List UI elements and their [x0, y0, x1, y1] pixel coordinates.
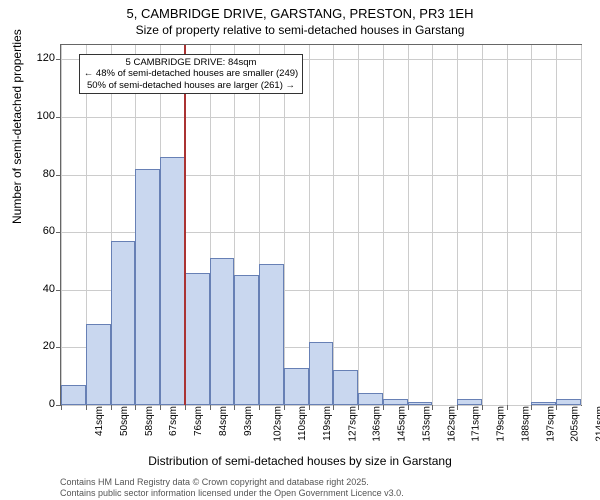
y-tick-label: 120: [15, 52, 55, 64]
histogram-bar: [408, 402, 433, 405]
chart-container: 5, CAMBRIDGE DRIVE, GARSTANG, PRESTON, P…: [0, 0, 600, 500]
y-tick-label: 100: [15, 110, 55, 122]
histogram-bar: [61, 385, 86, 405]
footer-attribution: Contains HM Land Registry data © Crown c…: [60, 477, 404, 498]
histogram-bar: [259, 264, 284, 405]
histogram-bar: [457, 399, 482, 405]
annotation-line-3: 50% of semi-detached houses are larger (…: [84, 80, 298, 91]
histogram-bar: [531, 402, 556, 405]
histogram-bar: [284, 368, 309, 405]
histogram-bar: [135, 169, 160, 405]
x-tick-label: 50sqm: [119, 406, 130, 436]
y-tick-label: 0: [15, 398, 55, 410]
x-tick-label: 136sqm: [372, 406, 383, 442]
histogram-bar: [358, 393, 383, 405]
x-tick-label: 76sqm: [193, 406, 204, 436]
histogram-bar: [185, 273, 210, 405]
plot-area: [60, 44, 582, 406]
x-tick-label: 179sqm: [496, 406, 507, 442]
y-tick-label: 40: [15, 283, 55, 295]
histogram-bar: [556, 399, 581, 405]
x-tick-label: 197sqm: [545, 406, 556, 442]
x-axis-label: Distribution of semi-detached houses by …: [0, 454, 600, 468]
x-tick-label: 171sqm: [471, 406, 482, 442]
x-tick-label: 127sqm: [347, 406, 358, 442]
x-tick-label: 162sqm: [446, 406, 457, 442]
histogram-bar: [383, 399, 408, 405]
chart-title: 5, CAMBRIDGE DRIVE, GARSTANG, PRESTON, P…: [0, 0, 600, 21]
histogram-bar: [234, 275, 259, 405]
histogram-bar: [333, 370, 358, 405]
footer-line-2: Contains public sector information licen…: [60, 488, 404, 498]
x-tick-label: 67sqm: [168, 406, 179, 436]
chart-subtitle: Size of property relative to semi-detach…: [0, 21, 600, 37]
histogram-bar: [86, 324, 111, 405]
x-tick-label: 145sqm: [397, 406, 408, 442]
x-tick-label: 153sqm: [421, 406, 432, 442]
x-tick-label: 84sqm: [218, 406, 229, 436]
x-tick-label: 41sqm: [94, 406, 105, 436]
annotation-line-1: 5 CAMBRIDGE DRIVE: 84sqm: [84, 57, 298, 68]
y-tick-label: 60: [15, 225, 55, 237]
histogram-bar: [309, 342, 334, 405]
y-tick-label: 20: [15, 340, 55, 352]
annotation-box: 5 CAMBRIDGE DRIVE: 84sqm← 48% of semi-de…: [79, 54, 303, 94]
histogram-bar: [111, 241, 136, 405]
y-tick-label: 80: [15, 168, 55, 180]
x-tick-label: 110sqm: [297, 406, 308, 441]
annotation-line-2: ← 48% of semi-detached houses are smalle…: [84, 68, 298, 79]
x-tick-label: 188sqm: [521, 406, 532, 442]
histogram-bar: [160, 157, 185, 405]
property-marker-line: [184, 45, 186, 405]
x-tick-label: 93sqm: [243, 406, 254, 436]
x-tick-label: 102sqm: [273, 406, 284, 442]
x-tick-label: 58sqm: [144, 406, 155, 436]
x-tick-label: 214sqm: [595, 406, 600, 442]
x-tick-label: 205sqm: [570, 406, 581, 442]
x-tick-label: 119sqm: [322, 406, 333, 441]
footer-line-1: Contains HM Land Registry data © Crown c…: [60, 477, 404, 487]
histogram-bar: [210, 258, 235, 405]
